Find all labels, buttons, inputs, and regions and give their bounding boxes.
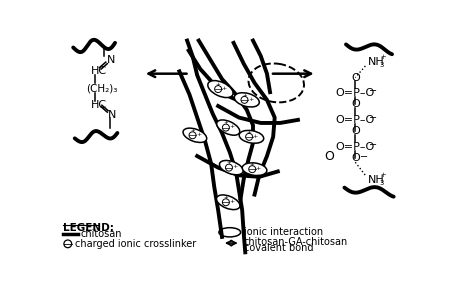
Text: NH: NH (368, 57, 384, 67)
Text: O: O (351, 99, 360, 110)
Text: O=P–O: O=P–O (336, 88, 375, 98)
Text: N: N (107, 55, 116, 65)
Text: +: + (224, 195, 228, 200)
Ellipse shape (219, 160, 243, 175)
Text: +: + (196, 132, 201, 137)
Text: NH: NH (368, 175, 384, 185)
Text: (CH₂)₃: (CH₂)₃ (86, 83, 118, 93)
Text: +: + (190, 128, 195, 133)
Text: HC: HC (91, 100, 107, 110)
Ellipse shape (217, 120, 240, 135)
Ellipse shape (217, 195, 240, 210)
Text: covalent bond: covalent bond (244, 244, 313, 253)
Text: +: + (247, 130, 252, 135)
Text: $_3^+$: $_3^+$ (379, 172, 387, 188)
Text: O=P–O: O=P–O (336, 115, 375, 125)
Ellipse shape (239, 130, 264, 143)
Text: +: + (242, 93, 247, 98)
Text: chitosan-GA-chitosan: chitosan-GA-chitosan (244, 237, 348, 247)
Text: −: − (369, 86, 377, 96)
Text: −: − (360, 152, 368, 162)
Text: chitosan: chitosan (80, 229, 122, 239)
Text: O: O (351, 73, 360, 83)
Text: +: + (253, 133, 258, 139)
Ellipse shape (208, 80, 233, 98)
Text: charged ionic crosslinker: charged ionic crosslinker (75, 239, 196, 249)
Text: HC: HC (91, 66, 107, 76)
Text: +: + (227, 161, 231, 166)
Text: O: O (351, 126, 360, 136)
Ellipse shape (183, 128, 207, 142)
Text: N: N (108, 110, 117, 120)
Text: O: O (324, 150, 334, 162)
Text: LEGEND:: LEGEND: (63, 223, 114, 233)
Ellipse shape (234, 93, 259, 107)
Text: $_3^+$: $_3^+$ (379, 54, 387, 70)
Text: −: − (369, 113, 377, 123)
Text: +: + (229, 199, 235, 204)
Text: +: + (256, 166, 261, 171)
Text: −: − (369, 140, 377, 150)
Text: O=P–O: O=P–O (336, 142, 375, 152)
Ellipse shape (242, 163, 267, 176)
Text: +: + (248, 97, 253, 102)
Text: +: + (233, 164, 238, 169)
Text: +: + (216, 82, 220, 87)
Text: ionic interaction: ionic interaction (244, 227, 323, 237)
Text: +: + (229, 124, 235, 129)
Text: +: + (222, 86, 227, 91)
Text: +: + (224, 121, 228, 125)
Text: O: O (351, 153, 360, 163)
Text: +: + (250, 162, 255, 167)
